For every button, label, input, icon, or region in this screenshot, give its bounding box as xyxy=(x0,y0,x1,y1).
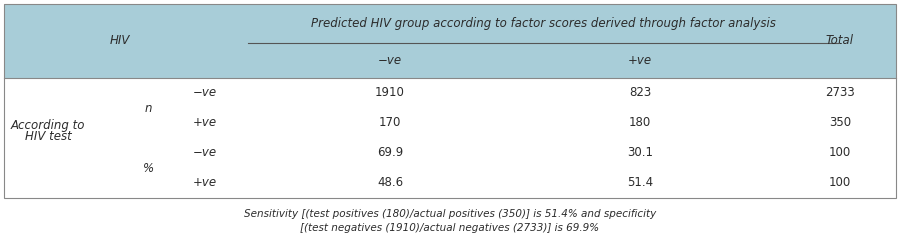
Text: +ve: +ve xyxy=(193,116,217,130)
Text: n: n xyxy=(144,102,152,114)
Text: 100: 100 xyxy=(829,146,851,160)
Text: 1910: 1910 xyxy=(375,87,405,100)
Text: 100: 100 xyxy=(829,176,851,190)
Bar xyxy=(4,4,896,198)
Text: 170: 170 xyxy=(379,116,401,130)
Text: −ve: −ve xyxy=(378,54,402,68)
Text: −ve: −ve xyxy=(193,146,217,160)
Text: 2733: 2733 xyxy=(825,87,855,100)
Text: Total: Total xyxy=(826,34,854,48)
Text: 823: 823 xyxy=(629,87,651,100)
Text: +ve: +ve xyxy=(628,54,652,68)
Text: [(test negatives (1910)/actual negatives (2733)] is 69.9%: [(test negatives (1910)/actual negatives… xyxy=(301,223,599,233)
Text: 180: 180 xyxy=(629,116,651,130)
Text: HIV test: HIV test xyxy=(24,130,71,142)
Text: HIV: HIV xyxy=(110,34,130,48)
Text: 48.6: 48.6 xyxy=(377,176,403,190)
Text: −ve: −ve xyxy=(193,87,217,100)
Text: 350: 350 xyxy=(829,116,851,130)
Bar xyxy=(4,4,896,78)
Text: 51.4: 51.4 xyxy=(627,176,653,190)
Text: Predicted HIV group according to factor scores derived through factor analysis: Predicted HIV group according to factor … xyxy=(310,18,776,30)
Text: Sensitivity [(test positives (180)/actual positives (350)] is 51.4% and specific: Sensitivity [(test positives (180)/actua… xyxy=(244,209,656,219)
Text: According to: According to xyxy=(11,119,86,132)
Text: 69.9: 69.9 xyxy=(377,146,403,160)
Text: 30.1: 30.1 xyxy=(627,146,653,160)
Text: +ve: +ve xyxy=(193,176,217,190)
Text: %: % xyxy=(142,162,154,174)
